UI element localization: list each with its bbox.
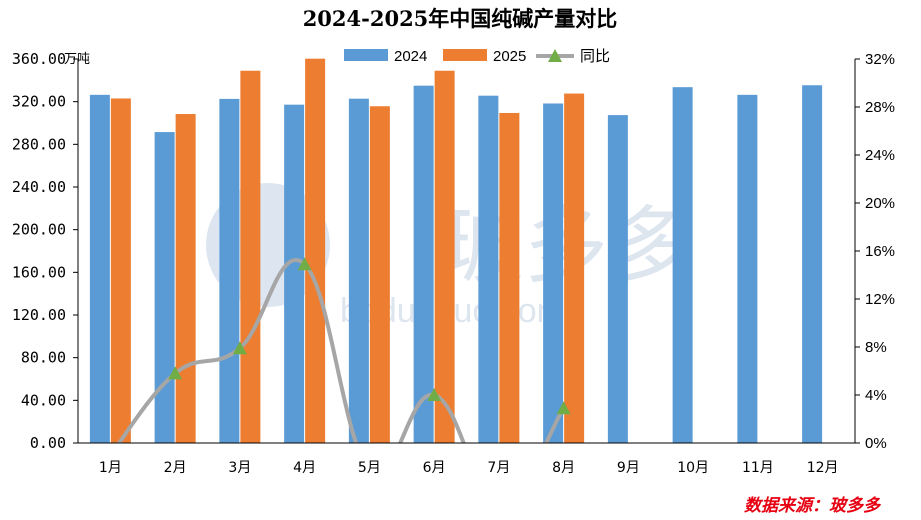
bar-2025	[499, 112, 520, 444]
bar-2024	[219, 98, 240, 443]
y2-tick-label: 4%	[865, 387, 887, 404]
x-tick-label: 3月	[228, 460, 251, 476]
bars-group	[89, 58, 823, 444]
x-tick-label: 7月	[487, 460, 510, 476]
y2-tick-label: 16%	[865, 243, 895, 260]
y-tick-label: 0.00	[30, 434, 66, 452]
x-tick-label: 2月	[164, 460, 187, 476]
ratio-marker	[556, 401, 571, 415]
y2-tick-label: 24%	[865, 147, 895, 164]
x-tick-label: 5月	[358, 460, 381, 476]
bar-2024	[89, 94, 110, 443]
bar-2024	[802, 85, 823, 444]
x-tick-label: 11月	[742, 460, 774, 476]
bar-2025	[434, 70, 455, 443]
bar-2024	[737, 94, 758, 443]
x-tick-label: 10月	[677, 460, 709, 476]
legend-marker-ratio	[548, 49, 562, 62]
y2-tick-label: 0%	[865, 435, 887, 452]
legend-label-ratio: 同比	[580, 48, 610, 65]
x-tick-label: 9月	[617, 460, 640, 476]
y2-tick-label: 20%	[865, 195, 895, 212]
legend: 2024 2025 同比	[344, 48, 610, 65]
bar-2025	[369, 106, 390, 444]
y2-tick-label: 8%	[865, 339, 887, 356]
ratio-line-group	[116, 257, 571, 443]
y-tick-label: 240.00	[12, 178, 66, 196]
y-axis-unit: 万吨	[64, 52, 90, 67]
y-tick-label: 40.00	[21, 391, 66, 409]
y-tick-label: 200.00	[12, 221, 66, 239]
bar-2024	[478, 95, 499, 444]
ratio-line	[116, 258, 566, 443]
x-tick-label: 12月	[807, 460, 839, 476]
bar-2024	[413, 85, 434, 444]
ratio-marker	[427, 388, 442, 401]
y-tick-label: 360.00	[12, 50, 66, 68]
bar-2024	[284, 104, 305, 444]
bar-2024	[672, 87, 693, 443]
bar-2024	[154, 132, 175, 444]
legend-label-2025: 2025	[493, 48, 526, 65]
y-tick-label: 80.00	[21, 349, 66, 367]
x-tick-label: 4月	[293, 460, 316, 476]
y2-tick-label: 32%	[865, 51, 895, 68]
bar-2024	[543, 103, 564, 443]
x-tick-label: 1月	[99, 460, 122, 476]
bar-2024	[348, 98, 369, 444]
y-tick-label: 120.00	[12, 306, 66, 324]
source-note: 数据来源：玻多多	[744, 496, 882, 516]
legend-swatch-2025	[443, 49, 487, 61]
axes-group: 0.00 40.00 80.00 120.00 160.00 200.00 240.00 28…	[12, 50, 895, 476]
bar-2025	[564, 93, 585, 443]
bar-2025	[175, 114, 196, 443]
legend-label-2024: 2024	[394, 48, 427, 65]
ratio-clip-group	[116, 257, 571, 443]
chart-title: 2024-2025年中国纯碱产量对比	[303, 6, 618, 31]
ratio-marker	[168, 366, 183, 380]
y-tick-label: 160.00	[12, 263, 66, 281]
ratio-marker	[297, 257, 312, 271]
bar-2025	[110, 98, 131, 443]
y2-tick-label: 12%	[865, 291, 895, 308]
y-tick-label: 320.00	[12, 93, 66, 111]
y2-tick-label: 28%	[865, 99, 895, 116]
x-tick-label: 6月	[423, 460, 446, 476]
y-tick-label: 280.00	[12, 135, 66, 153]
bar-2024	[607, 115, 628, 444]
legend-swatch-2024	[344, 49, 388, 61]
bar-2025	[305, 58, 326, 444]
bar-2025	[240, 70, 261, 443]
ratio-marker	[232, 341, 247, 355]
x-tick-label: 8月	[552, 460, 575, 476]
